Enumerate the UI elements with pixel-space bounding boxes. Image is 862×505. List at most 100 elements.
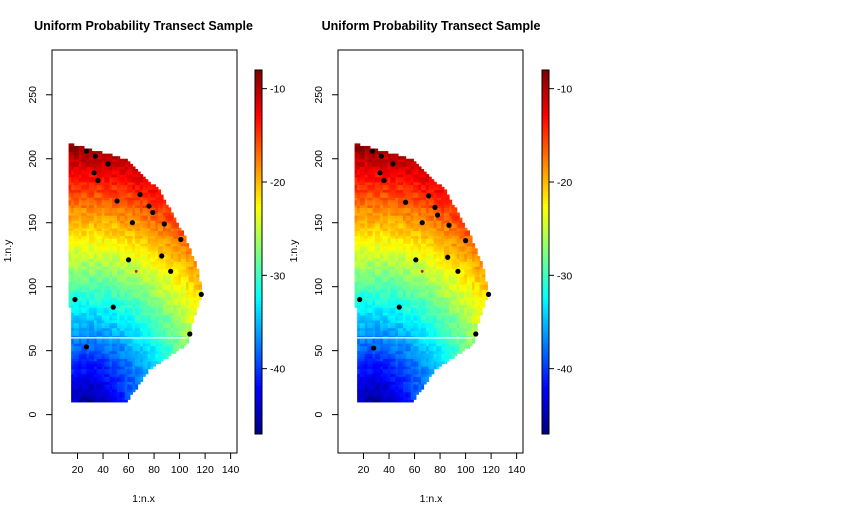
heatmap-cell bbox=[165, 322, 169, 326]
heatmap-cell bbox=[119, 271, 123, 275]
heatmap-cell bbox=[170, 302, 174, 306]
heatmap-cell bbox=[117, 276, 121, 280]
heatmap-cell bbox=[99, 319, 103, 324]
heatmap-cell bbox=[73, 302, 77, 306]
heatmap-cell bbox=[129, 245, 133, 249]
heatmap-cell bbox=[119, 294, 123, 298]
heatmap-cell bbox=[122, 291, 126, 295]
heatmap-cell bbox=[155, 302, 159, 306]
heatmap-cell bbox=[117, 284, 121, 288]
heatmap-cell bbox=[175, 289, 179, 293]
heatmap-cell bbox=[83, 261, 88, 265]
heatmap-cell bbox=[122, 330, 126, 334]
heatmap-cell bbox=[71, 317, 75, 321]
heatmap-cell bbox=[109, 337, 113, 342]
heatmap-cell bbox=[173, 245, 177, 249]
heatmap-cell bbox=[191, 304, 195, 308]
heatmap-cell bbox=[124, 327, 128, 331]
heatmap-cell bbox=[91, 276, 95, 280]
heatmap-cell bbox=[89, 371, 93, 375]
heatmap-cell bbox=[155, 353, 159, 357]
heatmap-cell bbox=[104, 253, 108, 257]
heatmap-cell bbox=[76, 291, 80, 295]
heatmap-cell bbox=[188, 291, 192, 295]
heatmap-cell bbox=[76, 284, 80, 288]
heatmap-cell bbox=[165, 289, 169, 293]
heatmap-cell bbox=[188, 294, 192, 298]
heatmap-cell bbox=[122, 383, 126, 388]
heatmap-cell bbox=[140, 263, 144, 267]
heatmap-cell bbox=[122, 314, 126, 318]
heatmap-cell bbox=[122, 396, 126, 400]
heatmap-cell bbox=[109, 302, 113, 306]
heatmap-cell bbox=[134, 368, 139, 372]
heatmap-cell bbox=[86, 273, 90, 278]
heatmap-cell bbox=[71, 330, 75, 334]
heatmap-cell bbox=[124, 284, 128, 288]
heatmap-cell bbox=[76, 399, 80, 403]
heatmap-cell bbox=[147, 314, 151, 318]
heatmap-cell bbox=[96, 358, 100, 362]
heatmap-cell bbox=[91, 319, 95, 324]
heatmap-cell bbox=[152, 309, 156, 313]
heatmap-cell bbox=[94, 358, 98, 362]
heatmap-cell bbox=[132, 376, 136, 380]
heatmap-cell bbox=[91, 261, 95, 265]
heatmap-cell bbox=[157, 284, 162, 288]
heatmap-cell bbox=[78, 271, 82, 275]
heatmap-cell bbox=[99, 327, 103, 331]
heatmap-cell bbox=[76, 276, 80, 280]
heatmap-cell bbox=[119, 394, 123, 398]
heatmap-cell bbox=[94, 337, 98, 342]
heatmap-cell bbox=[188, 279, 192, 283]
heatmap-cell bbox=[111, 340, 116, 344]
heatmap-cell bbox=[104, 263, 108, 267]
heatmap-cell bbox=[122, 350, 126, 354]
heatmap-cell bbox=[185, 317, 190, 321]
heatmap-cell bbox=[124, 345, 128, 349]
heatmap-cell bbox=[185, 296, 190, 301]
heatmap-cell bbox=[91, 337, 95, 342]
heatmap-cell bbox=[132, 281, 136, 285]
heatmap-cell bbox=[155, 307, 159, 311]
heatmap-cell bbox=[142, 350, 146, 354]
heatmap-cell bbox=[71, 289, 75, 293]
heatmap-cell bbox=[81, 304, 85, 308]
heatmap-cell bbox=[114, 396, 118, 400]
heatmap-cell bbox=[193, 271, 197, 275]
heatmap-cell bbox=[160, 314, 164, 318]
heatmap-cell bbox=[117, 360, 121, 365]
heatmap-cell bbox=[157, 271, 162, 275]
heatmap-cell bbox=[129, 302, 133, 306]
heatmap-cell bbox=[91, 279, 95, 283]
heatmap-cell bbox=[145, 307, 149, 311]
heatmap-cell bbox=[132, 248, 136, 252]
heatmap-cell bbox=[137, 345, 141, 349]
heatmap-cell bbox=[99, 268, 103, 272]
heatmap-cell bbox=[101, 355, 105, 359]
heatmap-cell bbox=[173, 325, 177, 329]
heatmap-cell bbox=[191, 276, 195, 280]
heatmap-cell bbox=[122, 340, 126, 344]
heatmap-cell bbox=[104, 350, 108, 354]
heatmap-cell bbox=[157, 289, 162, 293]
heatmap-cell bbox=[119, 399, 123, 403]
y-axis-label: 1:n.y bbox=[288, 239, 300, 263]
heatmap-cell bbox=[140, 266, 144, 270]
heatmap-cell bbox=[178, 276, 182, 280]
heatmap-cell bbox=[173, 342, 177, 347]
heatmap-cell bbox=[124, 389, 128, 393]
heatmap-cell bbox=[157, 327, 162, 331]
heatmap-cell bbox=[89, 337, 93, 342]
heatmap-cell bbox=[165, 291, 169, 295]
heatmap-cell bbox=[106, 255, 111, 260]
heatmap-cell bbox=[140, 296, 144, 301]
heatmap-cell bbox=[119, 289, 123, 293]
heatmap-cell bbox=[122, 245, 126, 249]
heatmap-cell bbox=[91, 366, 95, 370]
heatmap-cell bbox=[119, 276, 123, 280]
heatmap-cell bbox=[111, 358, 116, 362]
heatmap-cell bbox=[104, 258, 108, 262]
heatmap-cell bbox=[106, 366, 111, 370]
heatmap-cell bbox=[109, 345, 113, 349]
